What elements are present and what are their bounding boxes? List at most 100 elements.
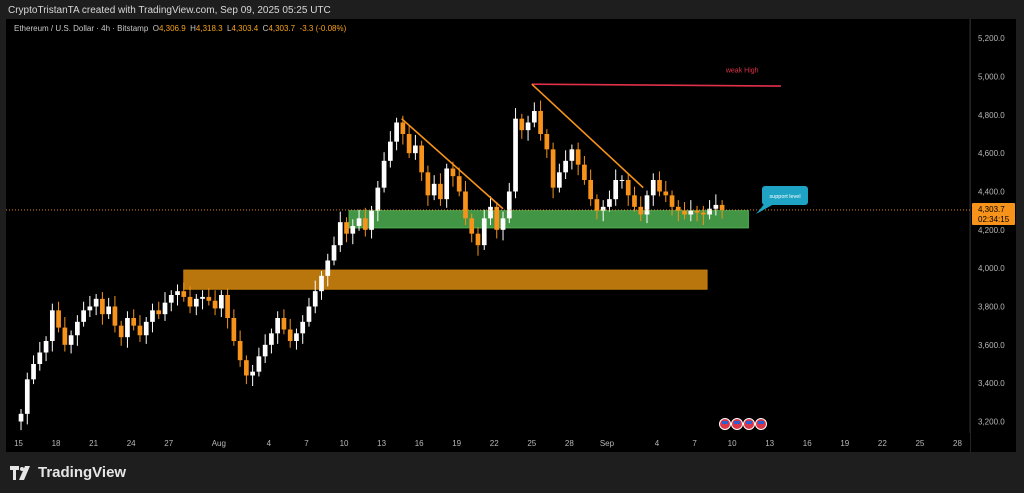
candle-body	[156, 310, 162, 315]
price-tag-bg	[972, 202, 1015, 225]
candle-body	[413, 145, 418, 154]
candle-body	[494, 206, 500, 230]
candle-body	[400, 122, 406, 134]
x-tick-label: 28	[565, 439, 574, 448]
candle-body	[682, 210, 687, 215]
candle-body	[381, 160, 387, 188]
candle-body	[37, 352, 43, 364]
x-tick-label: 25	[527, 439, 536, 448]
candle-body	[650, 180, 656, 196]
candle-body	[68, 335, 74, 345]
candle-body	[538, 111, 543, 134]
candle-body	[375, 187, 381, 211]
candle-body	[118, 325, 124, 338]
x-tick-label: 10	[728, 439, 737, 448]
close-value: 4,303.7	[268, 24, 296, 33]
x-tick-label: 7	[304, 439, 309, 448]
candle-body	[18, 413, 24, 422]
x-tick-label: 25	[915, 439, 924, 448]
candle-body	[388, 141, 393, 161]
candle-body	[675, 206, 681, 211]
x-tick-label: 24	[127, 439, 136, 448]
x-tick-label: 27	[164, 439, 173, 448]
candle-body	[719, 204, 725, 210]
x-tick-label: 21	[89, 439, 98, 448]
brand-name: TradingView	[38, 464, 127, 481]
candle-body	[669, 195, 675, 207]
tradingview-logo-icon	[10, 465, 30, 480]
candle-body	[600, 206, 606, 211]
candle-body	[582, 164, 587, 180]
candle-body	[544, 134, 550, 150]
candle-body	[294, 333, 299, 341]
x-tick-label: 10	[340, 439, 349, 448]
price-axis-bg	[971, 19, 1016, 452]
candle-body	[287, 329, 293, 341]
candle-body	[281, 318, 287, 330]
candle-body	[588, 180, 594, 200]
candle-body	[694, 210, 700, 213]
trend-line	[531, 83, 644, 189]
candle-body	[657, 180, 662, 192]
candle-body	[168, 295, 174, 303]
event-flag-stripe	[734, 421, 740, 424]
candle-body	[707, 208, 712, 215]
candle-body	[212, 300, 218, 309]
candle-body	[663, 191, 669, 196]
candle-body	[506, 191, 512, 219]
candle-body	[150, 310, 155, 322]
candle-body	[49, 310, 55, 341]
candle-body	[125, 318, 130, 338]
candle-body	[713, 204, 719, 209]
weak-high-label: weak High	[725, 68, 759, 75]
candle-body	[619, 180, 625, 181]
candle-body	[100, 298, 105, 315]
candle-body	[187, 296, 193, 307]
time-axis-bg	[6, 433, 970, 452]
candle-body	[594, 199, 600, 211]
weak_high-line	[531, 83, 781, 87]
y-tick-label: 3,200.0	[978, 418, 1005, 427]
open-label: O	[152, 24, 159, 33]
x-tick-label: 22	[878, 439, 887, 448]
candle-body	[250, 371, 255, 376]
candle-body	[325, 260, 331, 276]
candle-body	[632, 195, 637, 207]
x-tick-label: 15	[14, 439, 23, 448]
candle-body	[137, 325, 143, 336]
candle-body	[406, 134, 412, 154]
symbol-legend: Ethereum / U.S. Dollar · 4h · Bitstamp O…	[14, 24, 346, 33]
support-zone	[348, 210, 749, 229]
candle-body	[62, 327, 68, 345]
candle-body	[175, 291, 180, 295]
candle-body	[87, 306, 93, 311]
event-flag-stripe	[722, 421, 728, 424]
candle-body	[337, 222, 343, 246]
y-tick-label: 4,800.0	[978, 111, 1005, 120]
candle-body	[225, 295, 230, 318]
candle-body	[500, 218, 506, 230]
price-tag-value: 4,303.7	[978, 205, 1005, 214]
trend-line	[401, 118, 504, 210]
candle-body	[475, 233, 481, 246]
candle-body	[550, 149, 556, 188]
candle-body	[557, 172, 562, 188]
candle-body	[569, 149, 575, 161]
candle-body	[519, 118, 525, 131]
close-label: C	[262, 24, 269, 33]
y-tick-label: 4,400.0	[978, 188, 1005, 197]
low-value: 4,303.4	[231, 24, 259, 33]
candle-body	[444, 168, 450, 200]
candle-body	[143, 321, 149, 336]
x-tick-label: 19	[840, 439, 849, 448]
candle-body	[56, 310, 61, 328]
candle-body	[112, 306, 118, 326]
tradingview-brand[interactable]: TradingView	[10, 464, 126, 481]
candle-body	[275, 318, 281, 334]
candle-body	[488, 206, 493, 219]
y-tick-label: 3,600.0	[978, 341, 1005, 350]
candle-body	[256, 356, 262, 372]
candle-body	[206, 296, 212, 301]
